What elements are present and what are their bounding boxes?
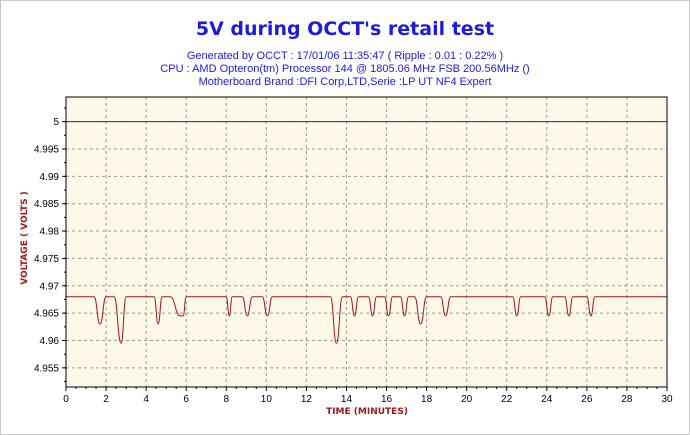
y-tick-label: 4.985 bbox=[34, 199, 59, 210]
y-tick-label: 4.965 bbox=[34, 309, 59, 320]
series-line-measured bbox=[65, 296, 667, 344]
y-tick-label: 5 bbox=[53, 117, 59, 128]
y-tick-label: 4.995 bbox=[34, 144, 59, 155]
x-tick-label: 24 bbox=[541, 394, 553, 405]
x-tick-label: 10 bbox=[261, 394, 273, 405]
x-tick-label: 28 bbox=[621, 394, 633, 405]
x-tick-label: 16 bbox=[381, 394, 393, 405]
x-tick-label: 12 bbox=[301, 394, 313, 405]
plot-border bbox=[65, 96, 668, 388]
y-tick-label: 4.99 bbox=[40, 172, 60, 183]
x-tick-label: 26 bbox=[581, 394, 593, 405]
chart-title: 5V during OCCT's retail test bbox=[195, 18, 495, 40]
subtitle-cpu: CPU : AMD Opteron(tm) Processor 144 @ 18… bbox=[160, 63, 530, 75]
y-tick-label: 4.97 bbox=[40, 281, 60, 292]
x-tick-label: 2 bbox=[103, 394, 109, 405]
y-tick-label: 4.98 bbox=[40, 227, 60, 238]
y-axis-title: VOLTAGE ( VOLTS ) bbox=[20, 191, 30, 285]
x-tick-label: 30 bbox=[661, 394, 673, 405]
y-tick-label: 4.96 bbox=[40, 336, 60, 347]
x-tick-label: 14 bbox=[341, 394, 353, 405]
subtitle-motherboard: Motherboard Brand :DFI Corp,LTD,Serie :L… bbox=[198, 76, 492, 88]
y-tick-label: 4.975 bbox=[34, 254, 59, 265]
subtitle-generated: Generated by OCCT : 17/01/06 11:35:47 ( … bbox=[186, 50, 504, 62]
x-tick-label: 8 bbox=[223, 394, 229, 405]
x-tick-label: 18 bbox=[421, 394, 433, 405]
x-tick-label: 0 bbox=[63, 394, 69, 405]
x-tick-label: 22 bbox=[501, 394, 513, 405]
x-tick-label: 6 bbox=[183, 394, 189, 405]
y-tick-label: 4.955 bbox=[34, 363, 59, 374]
x-tick-label: 4 bbox=[143, 394, 149, 405]
x-axis-title: TIME (MINUTES) bbox=[326, 407, 408, 417]
x-tick-label: 20 bbox=[461, 394, 473, 405]
plot-area bbox=[66, 97, 667, 387]
